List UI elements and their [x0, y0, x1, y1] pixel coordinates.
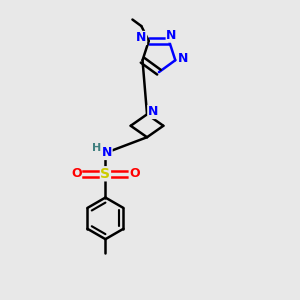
Text: N: N	[178, 52, 188, 65]
Text: N: N	[148, 106, 158, 118]
Text: O: O	[71, 167, 82, 180]
Text: H: H	[92, 143, 102, 153]
Text: N: N	[136, 32, 146, 44]
Text: O: O	[129, 167, 140, 180]
Text: S: S	[100, 167, 110, 181]
Text: N: N	[102, 146, 112, 160]
Text: N: N	[166, 29, 177, 42]
